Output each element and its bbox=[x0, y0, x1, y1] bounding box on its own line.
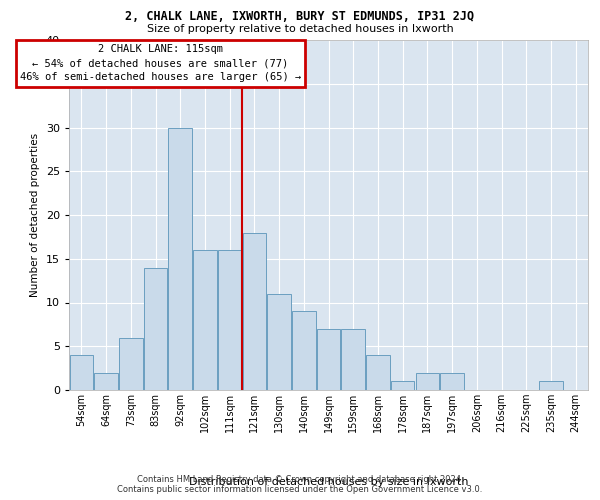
Y-axis label: Number of detached properties: Number of detached properties bbox=[30, 133, 40, 297]
Bar bbox=[391, 381, 415, 390]
Text: 2 CHALK LANE: 115sqm
← 54% of detached houses are smaller (77)
46% of semi-detac: 2 CHALK LANE: 115sqm ← 54% of detached h… bbox=[20, 44, 301, 82]
Bar bbox=[317, 329, 340, 390]
Bar bbox=[268, 294, 291, 390]
Text: Contains HM Land Registry data © Crown copyright and database right 2024.: Contains HM Land Registry data © Crown c… bbox=[137, 475, 463, 484]
Text: Contains public sector information licensed under the Open Government Licence v3: Contains public sector information licen… bbox=[118, 485, 482, 494]
Bar bbox=[292, 311, 316, 390]
Bar bbox=[169, 128, 192, 390]
X-axis label: Distribution of detached houses by size in Ixworth: Distribution of detached houses by size … bbox=[189, 476, 468, 486]
Bar bbox=[193, 250, 217, 390]
Bar bbox=[144, 268, 167, 390]
Bar bbox=[70, 355, 93, 390]
Text: 2, CHALK LANE, IXWORTH, BURY ST EDMUNDS, IP31 2JQ: 2, CHALK LANE, IXWORTH, BURY ST EDMUNDS,… bbox=[125, 10, 475, 23]
Bar bbox=[242, 232, 266, 390]
Bar bbox=[119, 338, 143, 390]
Bar bbox=[218, 250, 241, 390]
Bar bbox=[539, 381, 563, 390]
Bar bbox=[366, 355, 389, 390]
Bar bbox=[94, 372, 118, 390]
Bar bbox=[416, 372, 439, 390]
Bar bbox=[341, 329, 365, 390]
Text: Size of property relative to detached houses in Ixworth: Size of property relative to detached ho… bbox=[146, 24, 454, 34]
Bar bbox=[440, 372, 464, 390]
